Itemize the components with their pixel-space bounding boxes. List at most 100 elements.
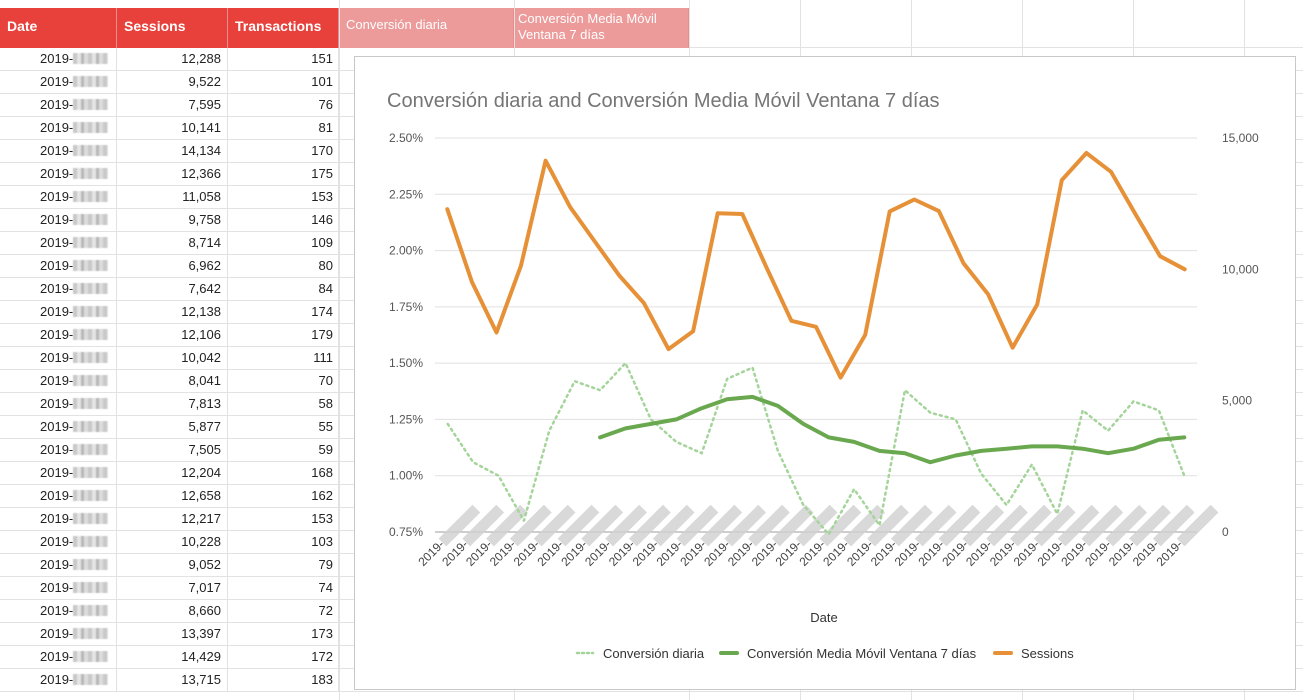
- cell-sessions[interactable]: 13,715: [117, 669, 228, 692]
- cell-transactions[interactable]: 179: [228, 324, 339, 347]
- cell-sessions[interactable]: 12,204: [117, 462, 228, 485]
- header-sessions[interactable]: Sessions: [117, 8, 228, 48]
- header-conversion-diaria[interactable]: Conversión diaria: [339, 8, 514, 48]
- cell-sessions[interactable]: 9,052: [117, 554, 228, 577]
- cell-transactions[interactable]: 101: [228, 71, 339, 94]
- cell-date[interactable]: 2019-: [0, 347, 117, 370]
- cell-transactions[interactable]: 74: [228, 577, 339, 600]
- date-text: 2019-: [40, 304, 74, 319]
- cell-date[interactable]: 2019-: [0, 186, 117, 209]
- cell-sessions[interactable]: 13,397: [117, 623, 228, 646]
- date-text: 2019-: [40, 511, 74, 526]
- legend-item[interactable]: Conversión Media Móvil Ventana 7 días: [719, 646, 977, 661]
- cell-transactions[interactable]: 81: [228, 117, 339, 140]
- cell-sessions[interactable]: 10,141: [117, 117, 228, 140]
- cell-transactions[interactable]: 76: [228, 94, 339, 117]
- cell-sessions[interactable]: 10,042: [117, 347, 228, 370]
- cell-sessions[interactable]: 9,522: [117, 71, 228, 94]
- cell-date[interactable]: 2019-: [0, 600, 117, 623]
- cell-date[interactable]: 2019-: [0, 278, 117, 301]
- legend-item[interactable]: Conversión diaria: [575, 646, 705, 661]
- cell-transactions[interactable]: 153: [228, 508, 339, 531]
- cell-sessions[interactable]: 8,041: [117, 370, 228, 393]
- cell-transactions[interactable]: 84: [228, 278, 339, 301]
- cell-transactions[interactable]: 59: [228, 439, 339, 462]
- cell-date[interactable]: 2019-: [0, 232, 117, 255]
- cell-date[interactable]: 2019-: [0, 554, 117, 577]
- cell-sessions[interactable]: 12,288: [117, 48, 228, 71]
- cell-sessions[interactable]: 12,217: [117, 508, 228, 531]
- chart-card[interactable]: Conversión diaria and Conversión Media M…: [354, 56, 1296, 690]
- cell-date[interactable]: 2019-: [0, 416, 117, 439]
- chart[interactable]: Conversión diaria and Conversión Media M…: [355, 57, 1295, 689]
- cell-date[interactable]: 2019-: [0, 462, 117, 485]
- cell-sessions[interactable]: 14,429: [117, 646, 228, 669]
- cell-transactions[interactable]: 72: [228, 600, 339, 623]
- cell-sessions[interactable]: 7,505: [117, 439, 228, 462]
- cell-transactions[interactable]: 103: [228, 531, 339, 554]
- cell-date[interactable]: 2019-: [0, 117, 117, 140]
- cell-date[interactable]: 2019-: [0, 508, 117, 531]
- cell-transactions[interactable]: 153: [228, 186, 339, 209]
- cell-transactions[interactable]: 80: [228, 255, 339, 278]
- cell-date[interactable]: 2019-: [0, 646, 117, 669]
- legend-label: Sessions: [1021, 646, 1074, 661]
- cell-transactions[interactable]: 173: [228, 623, 339, 646]
- cell-sessions[interactable]: 9,758: [117, 209, 228, 232]
- cell-transactions[interactable]: 168: [228, 462, 339, 485]
- header-conversion-media-movil[interactable]: Conversión Media Móvil Ventana 7 días: [514, 8, 689, 48]
- cell-sessions[interactable]: 10,228: [117, 531, 228, 554]
- header-transactions[interactable]: Transactions: [228, 8, 339, 48]
- cell-transactions[interactable]: 70: [228, 370, 339, 393]
- cell-sessions[interactable]: 12,658: [117, 485, 228, 508]
- cell-sessions[interactable]: 7,017: [117, 577, 228, 600]
- cell-sessions[interactable]: 11,058: [117, 186, 228, 209]
- cell-transactions[interactable]: 174: [228, 301, 339, 324]
- cell-sessions[interactable]: 7,813: [117, 393, 228, 416]
- cell-date[interactable]: 2019-: [0, 255, 117, 278]
- cell-sessions[interactable]: 7,595: [117, 94, 228, 117]
- cell-sessions[interactable]: 12,366: [117, 163, 228, 186]
- cell-date[interactable]: 2019-: [0, 140, 117, 163]
- cell-date[interactable]: 2019-: [0, 577, 117, 600]
- cell-date[interactable]: 2019-: [0, 370, 117, 393]
- cell-sessions[interactable]: 14,134: [117, 140, 228, 163]
- cell-transactions[interactable]: 170: [228, 140, 339, 163]
- cell-transactions[interactable]: 146: [228, 209, 339, 232]
- cell-transactions[interactable]: 162: [228, 485, 339, 508]
- cell-date[interactable]: 2019-: [0, 71, 117, 94]
- header-date[interactable]: Date: [0, 8, 117, 48]
- cell-transactions[interactable]: 183: [228, 669, 339, 692]
- cell-date[interactable]: 2019-: [0, 48, 117, 71]
- cell-date[interactable]: 2019-: [0, 669, 117, 692]
- cell-date[interactable]: 2019-: [0, 324, 117, 347]
- cell-date[interactable]: 2019-: [0, 301, 117, 324]
- cell-transactions[interactable]: 111: [228, 347, 339, 370]
- table-row[interactable]: 2019- 13,715 183: [0, 669, 1303, 692]
- cell-date[interactable]: 2019-: [0, 485, 117, 508]
- cell-sessions[interactable]: 12,106: [117, 324, 228, 347]
- cell-sessions[interactable]: 6,962: [117, 255, 228, 278]
- cell-transactions[interactable]: 58: [228, 393, 339, 416]
- cell-date[interactable]: 2019-: [0, 209, 117, 232]
- cell-sessions[interactable]: 8,660: [117, 600, 228, 623]
- cell-date[interactable]: 2019-: [0, 623, 117, 646]
- legend-item[interactable]: Sessions: [993, 646, 1074, 661]
- cell-sessions[interactable]: 8,714: [117, 232, 228, 255]
- cell-transactions[interactable]: 79: [228, 554, 339, 577]
- cell-sessions[interactable]: 5,877: [117, 416, 228, 439]
- cell-transactions[interactable]: 172: [228, 646, 339, 669]
- cell-date[interactable]: 2019-: [0, 439, 117, 462]
- chart-gridlines: [435, 137, 1197, 533]
- cell-transactions[interactable]: 175: [228, 163, 339, 186]
- cell-transactions[interactable]: 55: [228, 416, 339, 439]
- cell-transactions[interactable]: 109: [228, 232, 339, 255]
- cell-date[interactable]: 2019-: [0, 94, 117, 117]
- cell-date[interactable]: 2019-: [0, 531, 117, 554]
- chart-legend[interactable]: Conversión diaria Conversión Media Móvil …: [575, 646, 1074, 661]
- cell-sessions[interactable]: 12,138: [117, 301, 228, 324]
- cell-sessions[interactable]: 7,642: [117, 278, 228, 301]
- cell-transactions[interactable]: 151: [228, 48, 339, 71]
- cell-date[interactable]: 2019-: [0, 163, 117, 186]
- cell-date[interactable]: 2019-: [0, 393, 117, 416]
